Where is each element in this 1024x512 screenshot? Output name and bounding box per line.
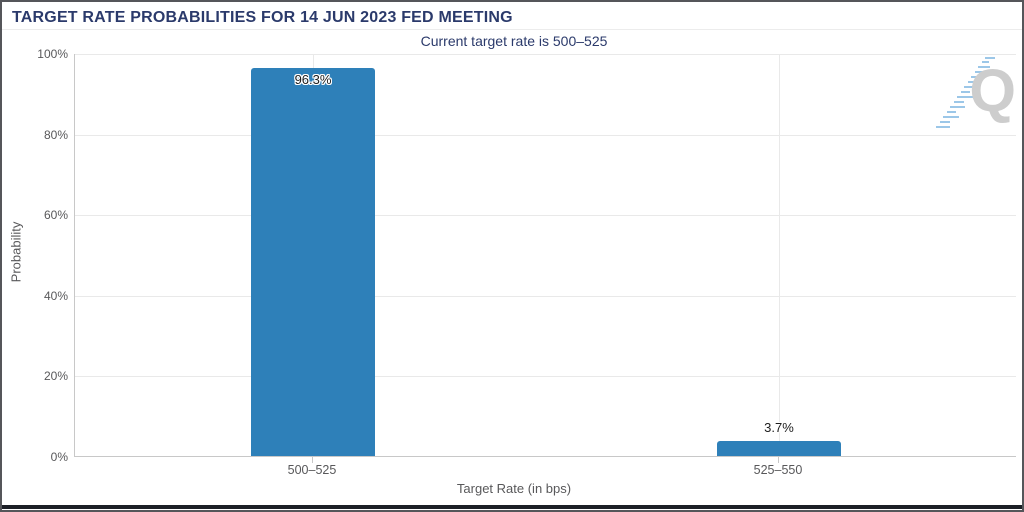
chart-subtitle: Current target rate is 500–525 — [420, 33, 608, 49]
vendor-logo: Q — [932, 57, 1022, 135]
chart-title: TARGET RATE PROBABILITIES FOR 14 JUN 202… — [12, 9, 513, 26]
bar-value-label: 96.3% — [294, 71, 332, 87]
bottom-border-band — [2, 505, 1022, 509]
logo-dashes-icon — [936, 57, 995, 128]
ytick-40: 40% — [43, 289, 68, 303]
xtick-label-500-525: 500–525 — [287, 463, 337, 477]
ytick-20: 20% — [43, 369, 68, 383]
bar-value-label: 3.7% — [764, 420, 794, 436]
y-axis-title: Probability — [8, 221, 24, 283]
gridline-40 — [75, 295, 1016, 297]
vgridline-525-550 — [779, 54, 780, 456]
bar-525-550[interactable]: 3.7% — [717, 420, 841, 456]
ytick-0: 0% — [50, 450, 68, 464]
gridline-80 — [75, 134, 1016, 136]
xtick-mark-500-525 — [312, 457, 313, 463]
logo-q-letter: Q — [969, 57, 1016, 124]
x-axis-title: Target Rate (in bps) — [456, 481, 572, 496]
bar-500-525[interactable]: 96.3% — [251, 67, 375, 456]
ytick-100: 100% — [37, 47, 68, 61]
ytick-60: 60% — [43, 208, 68, 222]
title-divider — [2, 29, 1022, 30]
gridline-20 — [75, 376, 1016, 378]
plot-area: 96.3% 3.7% — [74, 54, 1016, 457]
gridline-60 — [75, 215, 1016, 217]
ytick-80: 80% — [43, 128, 68, 142]
xtick-mark-525-550 — [778, 457, 779, 463]
xtick-label-525-550: 525–550 — [753, 463, 803, 477]
gridline-100 — [75, 54, 1016, 55]
